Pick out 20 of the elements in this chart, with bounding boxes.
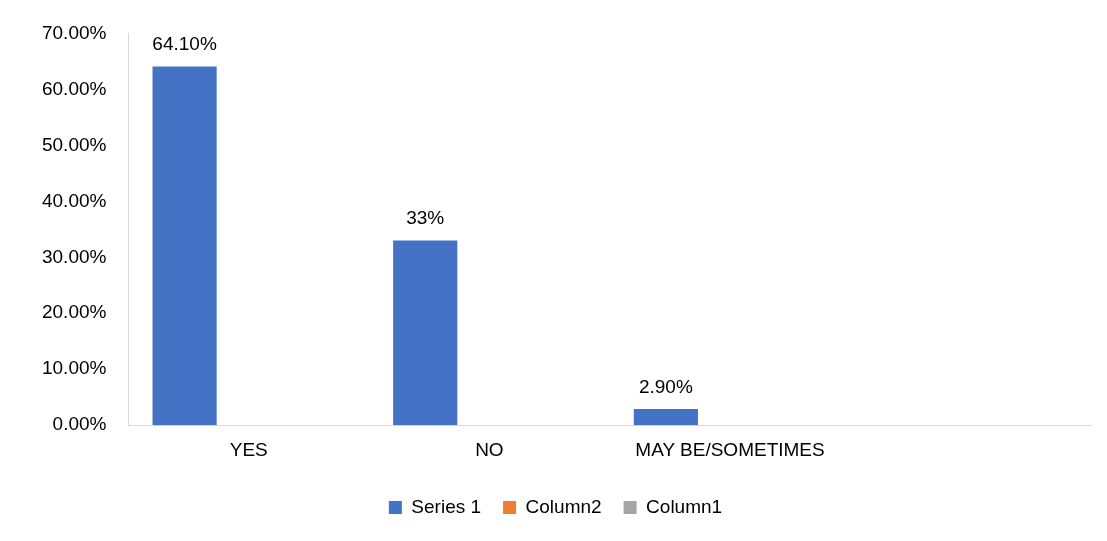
y-tick-label: 30.00% (41, 245, 107, 267)
y-tick-label: 60.00% (41, 77, 107, 99)
data-label: 2.90% (638, 375, 693, 397)
y-tick-label: 70.00% (41, 21, 107, 43)
x-tick-label: YES (229, 438, 268, 460)
x-tick-label: MAY BE/SOMETIMES (635, 438, 825, 460)
y-tick-label: 40.00% (41, 189, 107, 211)
legend-label: Column1 (646, 495, 723, 517)
y-tick-label: 0.00% (52, 413, 107, 435)
y-tick-label: 20.00% (41, 301, 107, 323)
data-label: 64.10% (152, 33, 217, 55)
x-tick-label: NO (475, 438, 504, 460)
bar (393, 240, 458, 426)
legend-label: Series 1 (411, 495, 482, 517)
legend-label: Column2 (525, 495, 602, 517)
y-tick-label: 10.00% (41, 357, 107, 379)
y-tick-label: 50.00% (41, 133, 107, 155)
data-label: 33% (406, 207, 445, 229)
bar (152, 66, 217, 426)
bar (633, 408, 698, 426)
